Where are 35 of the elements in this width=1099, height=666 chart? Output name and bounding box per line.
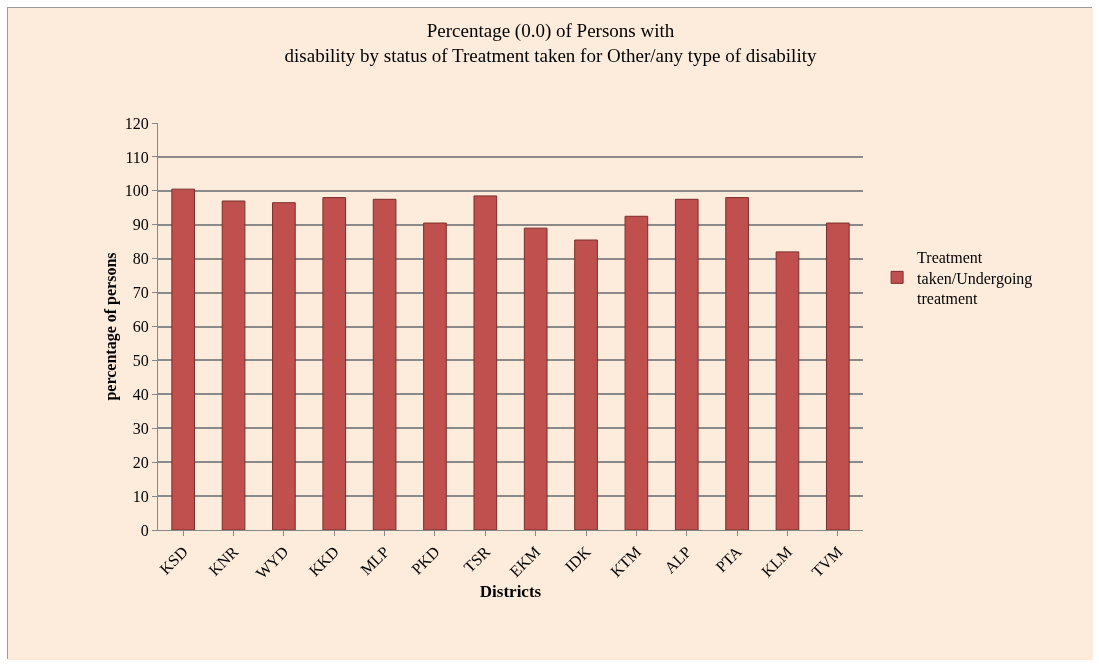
x-tick-label: TSR bbox=[460, 542, 494, 576]
bar bbox=[574, 239, 598, 530]
bar bbox=[221, 200, 246, 530]
y-tick-label: 60 bbox=[132, 318, 149, 336]
chart-title: Percentage (0.0) of Persons with disability by status of Treatment taken for Other/any type of disability bbox=[284, 20, 817, 67]
bar bbox=[423, 222, 447, 530]
y-axis-title: percentage of persons bbox=[102, 252, 120, 401]
bar bbox=[775, 251, 800, 530]
bar bbox=[171, 188, 196, 530]
bar bbox=[473, 195, 498, 530]
bar bbox=[523, 227, 548, 530]
bar bbox=[725, 197, 749, 530]
bar bbox=[674, 198, 699, 530]
y-tick-label: 80 bbox=[132, 250, 149, 268]
y-tick-label: 0 bbox=[140, 521, 149, 539]
bar bbox=[322, 197, 347, 530]
legend-label: Treatment taken/Undergoing treatment bbox=[917, 248, 1033, 308]
y-tick-label: 50 bbox=[132, 352, 149, 370]
y-tick-label: 70 bbox=[132, 284, 149, 302]
x-axis-title: Districts bbox=[479, 582, 542, 602]
y-tick-label: 90 bbox=[132, 216, 149, 234]
bar bbox=[372, 198, 397, 530]
y-tick-label: 120 bbox=[124, 114, 149, 132]
y-tick-label: 40 bbox=[132, 385, 149, 403]
y-tick-label: 110 bbox=[125, 148, 149, 166]
x-tick-label: ALP bbox=[661, 542, 695, 577]
bar bbox=[825, 222, 850, 530]
y-tick-label: 10 bbox=[132, 487, 149, 505]
bar bbox=[272, 202, 296, 530]
y-tick-label: 100 bbox=[124, 182, 149, 200]
bar bbox=[624, 215, 649, 530]
y-tick-label: 20 bbox=[132, 453, 149, 471]
y-tick-label: 30 bbox=[132, 419, 149, 437]
x-tick-label: PTA bbox=[712, 542, 746, 576]
x-tick-label: IDK bbox=[561, 542, 595, 576]
